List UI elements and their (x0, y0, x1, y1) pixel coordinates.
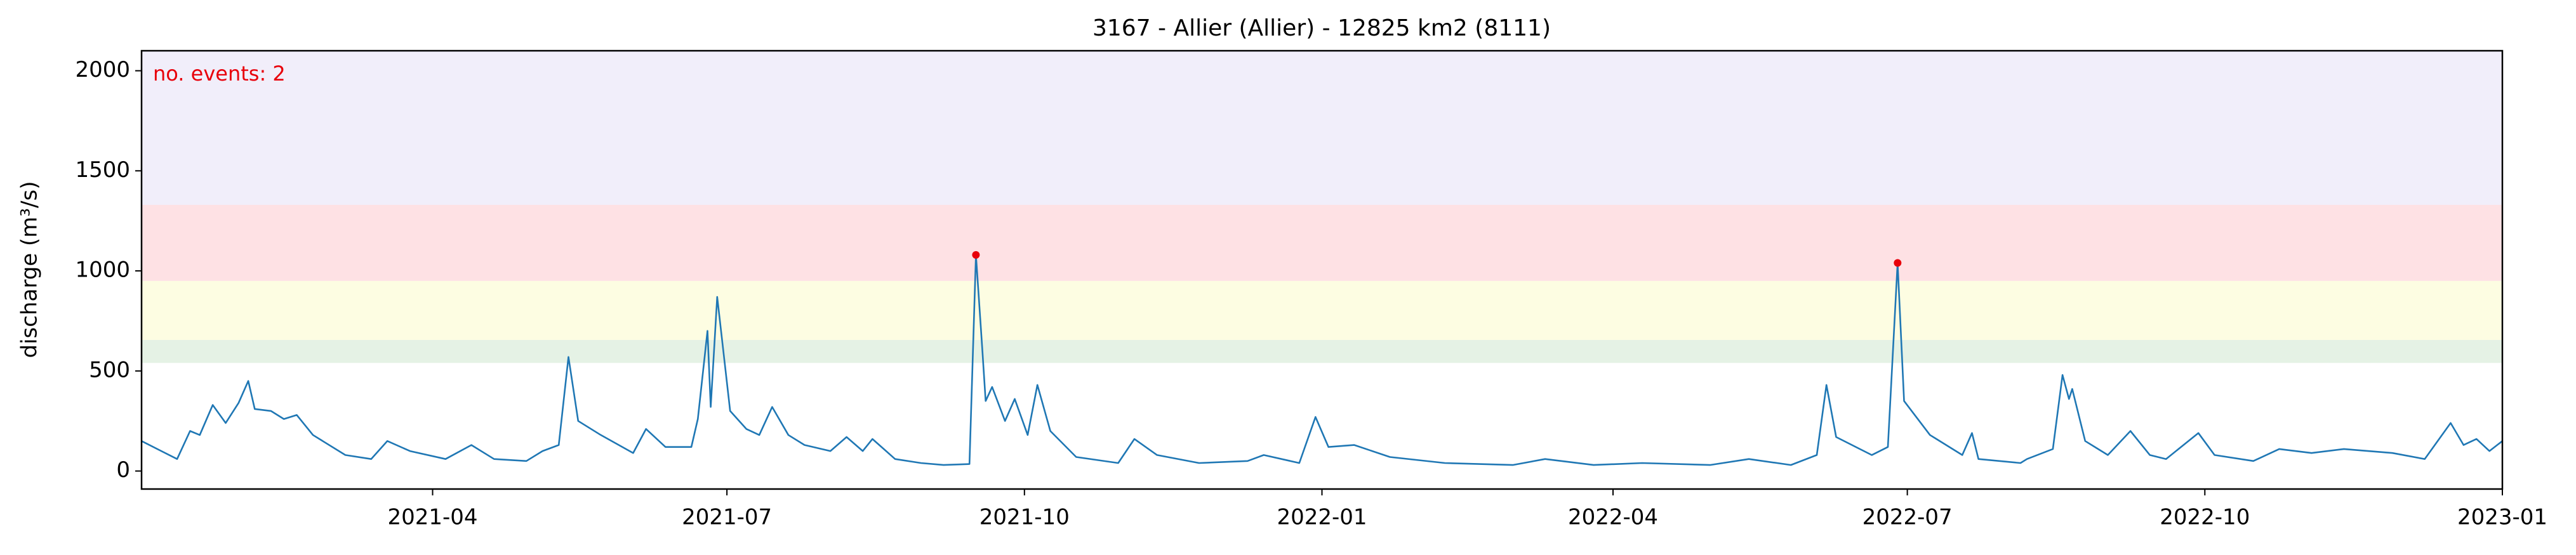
y-tick-label: 1500 (75, 157, 130, 183)
event-marker (1894, 259, 1902, 267)
x-tick-label: 2021-04 (387, 505, 477, 530)
x-tick-label: 2021-07 (682, 505, 772, 530)
threshold-band (142, 339, 2502, 363)
event-count: no. events: 2 (153, 62, 286, 86)
y-tick-label: 1000 (75, 258, 130, 283)
event-marker (972, 251, 980, 259)
plot-frame (140, 49, 2504, 490)
x-tick-label: 2022-07 (1862, 505, 1953, 530)
x-tick-label: 2023-01 (2457, 505, 2547, 530)
threshold-band (142, 204, 2502, 281)
x-tick-label: 2022-01 (1277, 505, 1367, 530)
y-axis-label: discharge (m³/s) (17, 181, 43, 358)
discharge-line (141, 254, 2503, 466)
y-tick-label: 2000 (75, 57, 130, 82)
x-tick-label: 2022-04 (1568, 505, 1658, 530)
y-tick-label: 0 (116, 457, 130, 483)
threshold-band (142, 51, 2502, 205)
x-tick-label: 2021-10 (979, 505, 1070, 530)
threshold-band (142, 280, 2502, 340)
y-tick-label: 500 (89, 357, 130, 382)
chart-title: 3167 - Allier (Allier) - 12825 km2 (8111… (1092, 15, 1551, 41)
x-tick-label: 2022-10 (2160, 505, 2250, 530)
